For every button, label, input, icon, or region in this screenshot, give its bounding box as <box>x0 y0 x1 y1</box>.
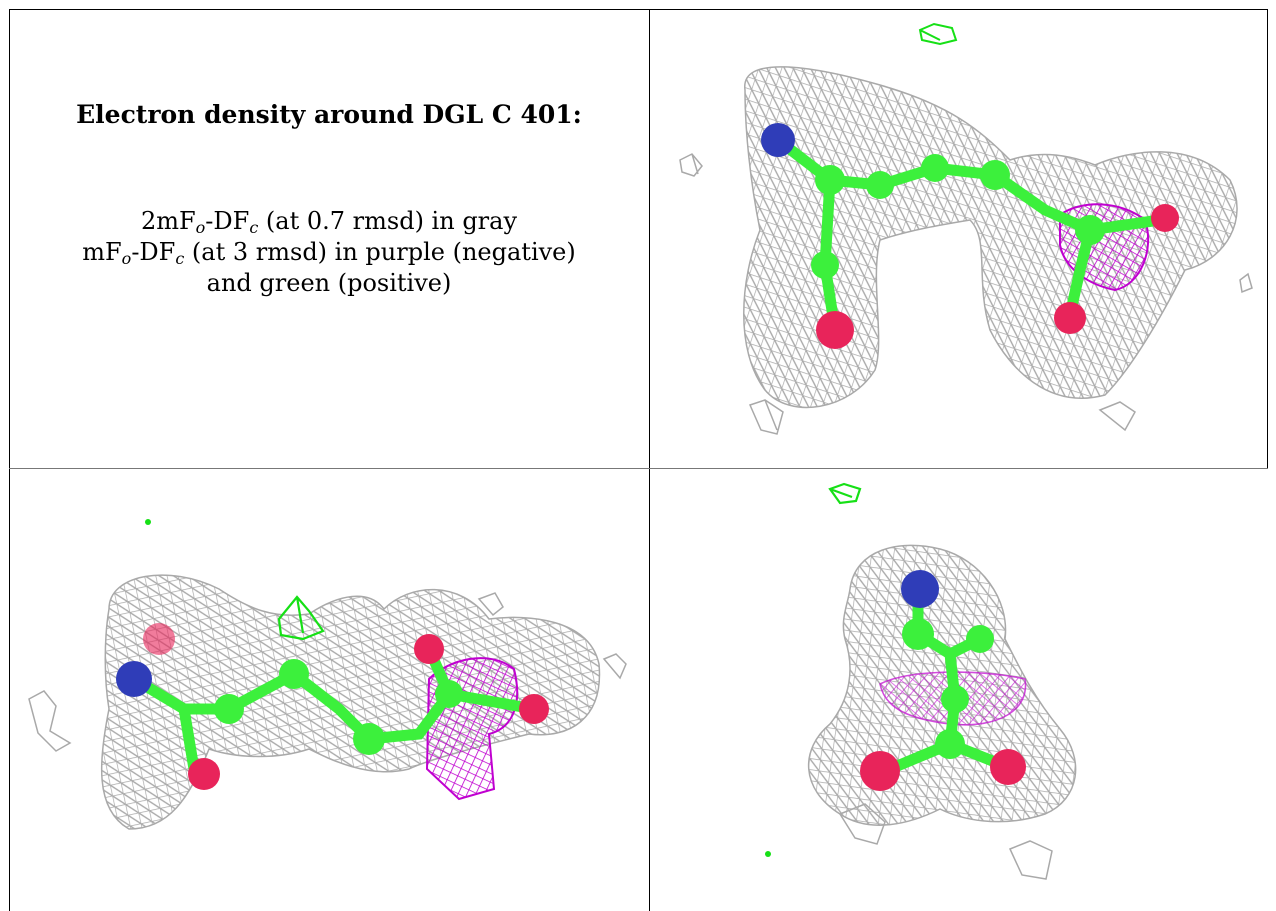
carbon-atom <box>902 618 934 650</box>
carbon-atom <box>353 723 385 755</box>
carbon-atom <box>966 625 994 653</box>
caption-panel: Electron density around DGL C 401: 2mFo-… <box>9 10 649 468</box>
legend-line-2fofc: 2mFo-DFc (at 0.7 rmsd) in gray <box>140 207 518 237</box>
mesh-positive <box>918 22 958 46</box>
oxygen-atom <box>1054 302 1086 334</box>
nitrogen-atom <box>901 570 939 608</box>
mesh-positive <box>277 595 325 641</box>
mesh-positive <box>145 519 151 525</box>
density-view-2 <box>9 469 649 911</box>
carbon-atom <box>1075 215 1105 245</box>
carbon-atom <box>935 729 965 759</box>
oxygen-atom <box>990 749 1026 785</box>
grid-line-right <box>1267 9 1268 469</box>
atoms <box>860 570 1026 791</box>
carbon-atom <box>214 694 244 724</box>
carbon-atom <box>866 171 894 199</box>
atoms <box>761 123 1179 349</box>
density-view-2-icon <box>28 519 627 830</box>
density-view-1 <box>650 10 1268 468</box>
carbon-atom <box>279 659 309 689</box>
carbon-atom <box>941 685 969 713</box>
grid-line-top <box>9 9 1268 10</box>
density-view-3-icon <box>765 482 1077 880</box>
carbon-atom <box>435 680 463 708</box>
oxygen-atom <box>519 694 549 724</box>
density-view-1-icon <box>679 22 1253 435</box>
mesh-2fofc <box>28 574 627 830</box>
grid-line-left <box>9 9 10 911</box>
mesh-2fofc <box>679 66 1253 435</box>
legend-line-fofc: mFo-DFc (at 3 rmsd) in purple (negative) <box>82 238 576 268</box>
carbon-atom <box>921 154 949 182</box>
mesh-positive <box>828 482 862 505</box>
carbon-atom <box>980 160 1010 190</box>
legend-line-colors: and green (positive) <box>206 269 452 297</box>
oxygen-atom <box>1151 204 1179 232</box>
density-view-3 <box>650 469 1268 911</box>
oxygen-atom <box>816 311 854 349</box>
atoms <box>116 623 549 790</box>
grid-line-mid-horizontal <box>9 468 1268 469</box>
oxygen-atom <box>860 751 900 791</box>
oxygen-atom <box>143 623 175 655</box>
grid-line-mid-vertical <box>649 9 650 911</box>
caption-title: Electron density around DGL C 401: <box>76 100 582 129</box>
mesh-positive <box>765 851 771 857</box>
oxygen-atom <box>414 634 444 664</box>
nitrogen-atom <box>116 661 152 697</box>
nitrogen-atom <box>761 123 795 157</box>
caption-legend: 2mFo-DFc (at 0.7 rmsd) in gray mFo-DFc (… <box>9 206 649 299</box>
carbon-atom <box>811 251 839 279</box>
carbon-atom <box>815 165 845 195</box>
oxygen-atom <box>188 758 220 790</box>
